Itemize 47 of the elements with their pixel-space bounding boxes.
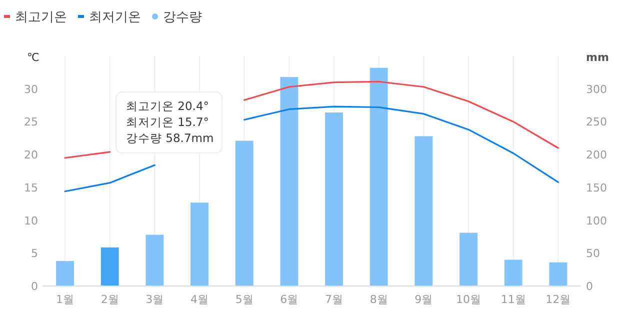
annotation: 강수량 58.7mm	[126, 131, 214, 145]
legend-label: 강수량	[163, 10, 202, 25]
y-tick-label: 20	[24, 148, 38, 162]
y2-tick-label: 150	[586, 181, 607, 194]
bar	[56, 261, 74, 286]
y-tick-label: 5	[31, 247, 38, 260]
bar	[100, 247, 119, 286]
y-tick-label: 30	[24, 82, 38, 96]
bar	[504, 260, 522, 286]
bar	[190, 202, 208, 286]
tooltip: 최고기온 20.4° 최저기온 15.7° 강수량 58.7mm	[116, 92, 222, 154]
x-tick-label: 1월	[56, 293, 74, 306]
y2-tick-label: 0	[586, 280, 593, 293]
y-tick-label: 0	[31, 280, 38, 293]
y2-axis-title: mm	[586, 51, 609, 64]
y2-tick-label: 100	[586, 214, 607, 228]
bar	[235, 140, 254, 286]
y2-tick-label: 300	[586, 82, 607, 96]
x-tick-label: 3월	[146, 293, 164, 306]
y2-tick-label: 50	[586, 247, 600, 260]
x-tick-label: 4월	[190, 293, 209, 306]
bar	[280, 77, 298, 286]
x-tick-label: 5월	[235, 293, 254, 306]
y-tick-label: 10	[24, 214, 38, 228]
bar	[370, 68, 388, 286]
bar	[146, 234, 164, 286]
bar	[414, 136, 433, 286]
x-tick-label: 12월	[546, 293, 571, 306]
x-tick-label: 2월	[100, 293, 119, 306]
y2-tick-label: 250	[586, 116, 607, 129]
annotation: 최고기온 20.4°	[126, 99, 210, 113]
bar	[549, 262, 568, 286]
x-tick-label: 11월	[500, 293, 526, 306]
legend-label: 최저기온	[89, 10, 141, 25]
x-tick-label: 9월	[414, 293, 433, 306]
x-tick-label: 8월	[370, 293, 388, 306]
legend-label: 최고기온	[15, 10, 67, 25]
bar	[460, 232, 478, 286]
y-tick-label: 15	[24, 181, 38, 194]
y2-tick-label: 200	[586, 148, 607, 162]
annotation: 최저기온 15.7°	[126, 115, 210, 129]
bar	[325, 112, 343, 286]
y-axis-title: ℃	[27, 51, 40, 64]
x-tick-label: 6월	[280, 293, 298, 306]
x-tick-label: 10월	[456, 293, 482, 306]
x-tick-label: 7월	[325, 293, 344, 306]
y-tick-label: 25	[24, 116, 38, 129]
